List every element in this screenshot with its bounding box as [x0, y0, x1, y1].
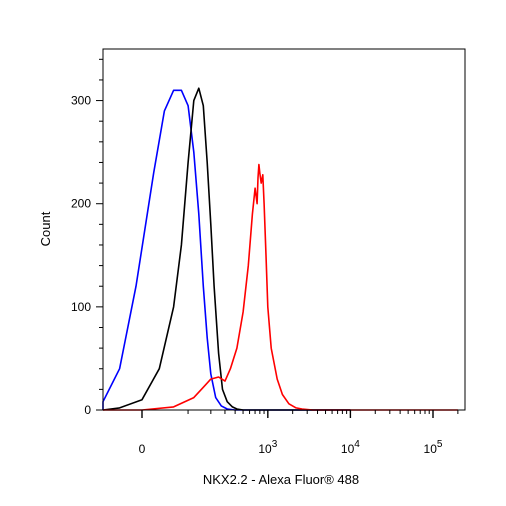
plot-series-layer: [102, 87, 458, 411]
x-tick-label: 0: [139, 442, 146, 456]
y-tick-label: 200: [71, 197, 91, 211]
y-axis: 0 100 200 300: [71, 58, 103, 417]
y-tick-label: 100: [71, 300, 91, 314]
x-tick-label: 103: [258, 439, 277, 456]
x-tick-label: 104: [341, 439, 360, 456]
x-axis: 0 103 104 105: [139, 410, 459, 456]
y-tick-label: 0: [84, 403, 91, 417]
series-line-2: [103, 163, 458, 411]
y-axis-title: Count: [38, 211, 53, 246]
plot-frame: [102, 48, 466, 411]
y-tick-label: 300: [71, 94, 91, 108]
x-axis-title: NKX2.2 - Alexa Fluor® 488: [203, 472, 359, 487]
series-line-0: [102, 89, 351, 411]
series-line-1: [102, 87, 351, 411]
x-tick-label: 105: [424, 439, 443, 456]
